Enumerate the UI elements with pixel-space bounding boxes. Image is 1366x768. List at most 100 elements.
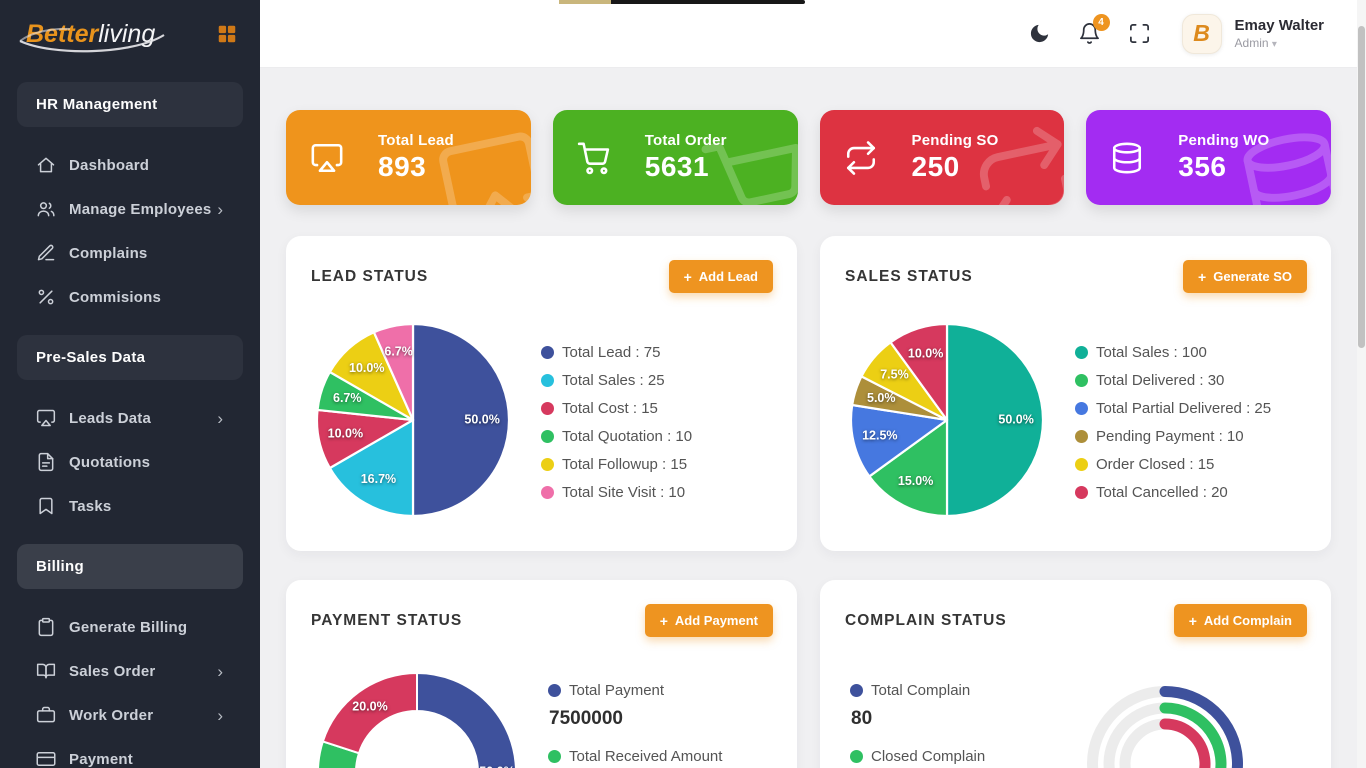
- bookmark-icon: [36, 496, 56, 516]
- video-progress-bar: [559, 0, 805, 4]
- stat-watermark-icon: [430, 120, 531, 205]
- logo-swoosh-icon: [19, 27, 165, 52]
- payment-status-donut-chart: 50.0%30.0%20.0%: [317, 672, 517, 768]
- legend-label: Total Partial Delivered : 25: [1096, 399, 1272, 417]
- sidebar-item-tasks[interactable]: Tasks: [17, 484, 243, 528]
- sidebar-item-work-order[interactable]: Work Order ›: [17, 693, 243, 737]
- sales-status-legend: Total Sales : 100 Total Delivered : 30 T…: [1075, 338, 1271, 506]
- legend-dot: [541, 485, 554, 499]
- legend-dot: [1075, 429, 1088, 443]
- credit-card-icon: [36, 749, 56, 768]
- svg-text:50.0%: 50.0%: [479, 764, 514, 768]
- cart-icon: [577, 141, 611, 175]
- add-payment-button[interactable]: + Add Payment: [644, 604, 773, 637]
- user-menu[interactable]: Emay Walter Admin ▾: [1235, 17, 1324, 50]
- sidebar-item-label: Manage Employees: [69, 200, 212, 218]
- legend-label: Total Complain: [871, 681, 971, 699]
- app-logo[interactable]: Betterliving: [19, 19, 165, 52]
- legend-item: Total Sales : 100: [1075, 338, 1271, 366]
- sidebar-item-label: Leads Data: [69, 409, 152, 427]
- lead-status-pie-chart: 50.0%16.7%10.0%6.7%10.0%6.7%: [315, 322, 511, 518]
- menu-grid-icon[interactable]: [216, 23, 238, 45]
- plus-icon: +: [1188, 612, 1197, 629]
- complain-status-card: COMPLAIN STATUS + Add Complain Total Comp…: [820, 580, 1331, 768]
- legend-item: Total Cancelled : 20: [1075, 478, 1271, 506]
- legend-item: Total Sales : 25: [541, 366, 692, 394]
- legend-item: Pending Payment : 10: [1075, 422, 1271, 450]
- legend-dot: [850, 683, 863, 697]
- sales-status-card: SALES STATUS + Generate SO 50.0% 15.0% 12.5…: [820, 236, 1331, 551]
- legend-item: Order Closed : 15: [1075, 450, 1271, 478]
- add-lead-button[interactable]: + Add Lead: [668, 260, 773, 293]
- legend-dot: [548, 683, 561, 697]
- sidebar-item-quotations[interactable]: Quotations: [17, 440, 243, 484]
- stat-card-value: 356: [1178, 151, 1227, 182]
- sidebar-item-manage-employees[interactable]: Manage Employees ›: [17, 187, 243, 231]
- sidebar-item-label: Dashboard: [69, 156, 150, 174]
- stat-card-total-order[interactable]: Total Order 5631: [552, 110, 798, 205]
- page-scrollbar: [1357, 0, 1366, 768]
- payment-status-title: PAYMENT STATUS: [311, 612, 463, 629]
- progress-elapsed: [559, 0, 611, 4]
- sidebar-item-complains[interactable]: Complains: [17, 231, 243, 275]
- legend-label: Total Site Visit : 10: [562, 483, 686, 501]
- sidebar-item-dashboard[interactable]: Dashboard: [17, 143, 243, 187]
- user-name: Emay Walter: [1234, 17, 1324, 35]
- legend-dot: [850, 749, 863, 763]
- notifications-bell-icon[interactable]: 4: [1078, 13, 1110, 46]
- stat-card-value: 893: [378, 151, 427, 182]
- sidebar-logo-row: Betterliving: [0, 0, 260, 68]
- sidebar-section-items: Dashboard Manage Employees › Complains C…: [17, 143, 243, 319]
- sidebar-section-billing[interactable]: Billing: [17, 544, 243, 589]
- logo-text-better: Better: [26, 19, 99, 48]
- legend-label: Total Quotation : 10: [562, 427, 693, 445]
- user-avatar[interactable]: B: [1181, 13, 1222, 54]
- sidebar-item-commisions[interactable]: Commisions: [17, 275, 243, 319]
- stat-card-pending-wo[interactable]: Pending WO 356: [1086, 110, 1331, 205]
- sidebar-section-items: Leads Data › Quotations Tasks: [17, 396, 243, 528]
- complain-status-legend: Total Complain 80 Closed Complain: [850, 676, 985, 768]
- legend-dot: [1075, 401, 1088, 415]
- add-complain-button[interactable]: + Add Complain: [1173, 604, 1307, 637]
- airplay-icon: [36, 408, 56, 428]
- svg-text:5.0%: 5.0%: [867, 391, 896, 405]
- legend-item: Total Quotation : 10: [541, 422, 692, 450]
- repeat-icon: [844, 140, 878, 175]
- legend-label: Total Sales : 25: [562, 371, 665, 389]
- legend-dot: [541, 401, 554, 415]
- sales-status-pie-chart: 50.0% 15.0% 12.5% 5.0% 7.5% 10.0%: [849, 322, 1045, 518]
- top-header: 4 B Emay Walter Admin ▾: [260, 0, 1366, 68]
- fullscreen-icon[interactable]: [1128, 22, 1152, 46]
- legend-dot: [541, 373, 554, 387]
- stat-card-label: Pending WO: [1178, 132, 1270, 149]
- legend-dot: [541, 457, 554, 471]
- legend-dot: [1075, 373, 1088, 387]
- sidebar-item-label: Quotations: [69, 453, 151, 471]
- scrollbar-thumb[interactable]: [1358, 26, 1365, 348]
- legend-big-value: 80: [851, 708, 873, 729]
- generate-so-button[interactable]: + Generate SO: [1183, 260, 1307, 293]
- legend-label: Total Cost : 15: [562, 399, 658, 417]
- svg-text:50.0%: 50.0%: [998, 412, 1033, 426]
- sidebar-item-sales-order[interactable]: Sales Order ›: [17, 649, 243, 693]
- sidebar-item-leads-data[interactable]: Leads Data ›: [17, 396, 243, 440]
- progress-remaining: [611, 0, 805, 4]
- payment-status-legend: Total Payment 7500000 Total Received Amo…: [548, 676, 722, 768]
- sidebar-section-pre-sales-data[interactable]: Pre-Sales Data: [17, 335, 243, 380]
- sidebar-item-generate-billing[interactable]: Generate Billing: [17, 605, 243, 649]
- sidebar-section-label: Billing: [36, 558, 84, 575]
- chevron-right-icon: ›: [217, 199, 223, 219]
- lead-status-legend: Total Lead : 75 Total Sales : 25 Total C…: [541, 338, 692, 506]
- complain-status-radial-chart: [1087, 686, 1243, 768]
- legend-dot: [541, 429, 554, 443]
- lead-status-title: LEAD STATUS: [311, 268, 429, 285]
- sidebar-item-label: Commisions: [69, 288, 162, 306]
- sidebar-section-hr-management[interactable]: HR Management: [17, 82, 243, 127]
- legend-dot: [1075, 485, 1088, 499]
- stat-card-pending-so[interactable]: Pending SO 250: [819, 110, 1065, 205]
- notification-count-badge: 4: [1092, 13, 1110, 31]
- sidebar-item-payment[interactable]: Payment: [17, 737, 243, 768]
- svg-text:10.0%: 10.0%: [908, 347, 943, 361]
- dark-mode-icon[interactable]: [1028, 22, 1052, 46]
- stat-card-total-lead[interactable]: Total Lead 893: [286, 110, 531, 205]
